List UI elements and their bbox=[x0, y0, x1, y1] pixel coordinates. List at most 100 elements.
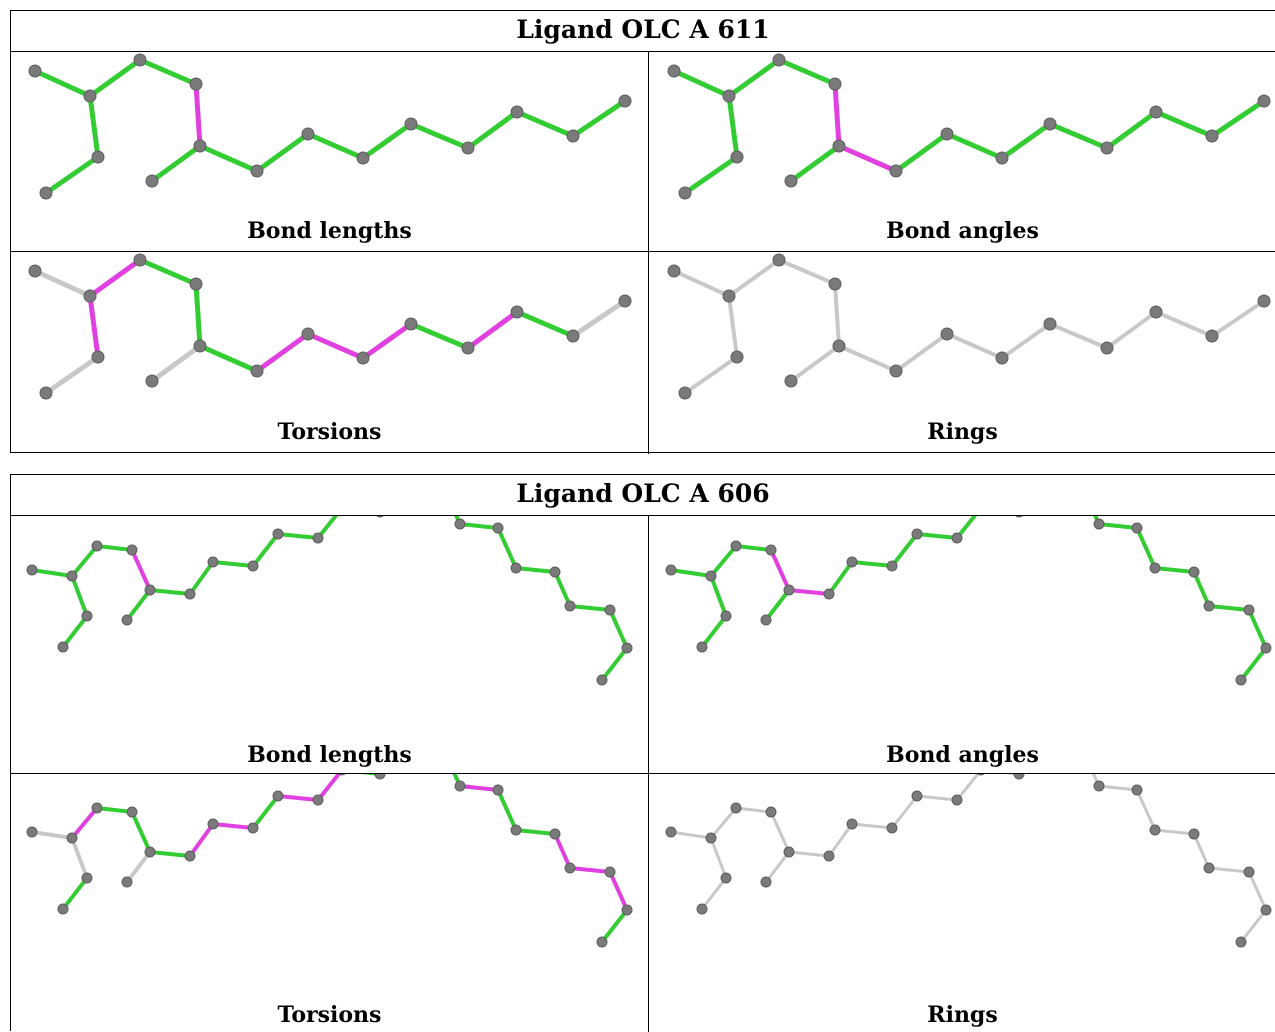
bond-outlier bbox=[70, 806, 99, 840]
bond-neutral bbox=[709, 806, 738, 840]
bond-neutral bbox=[789, 344, 841, 383]
atom bbox=[846, 556, 858, 568]
atom bbox=[26, 564, 38, 576]
atom bbox=[760, 614, 772, 626]
atom bbox=[1100, 141, 1114, 155]
bond-ok bbox=[671, 68, 732, 99]
bond-outlier bbox=[787, 588, 831, 596]
panel-caption: Bond angles bbox=[886, 218, 1039, 244]
column-divider bbox=[648, 515, 649, 1032]
atom bbox=[720, 610, 732, 622]
panel-bond-lengths: Bond lengths bbox=[11, 52, 648, 251]
atom bbox=[1043, 117, 1057, 131]
atom bbox=[549, 828, 561, 840]
atom bbox=[549, 566, 561, 578]
molecule-diagram bbox=[28, 253, 632, 400]
atom bbox=[404, 117, 418, 131]
bond-ok bbox=[251, 794, 280, 830]
bond-ok bbox=[700, 614, 728, 649]
bond-outlier bbox=[188, 822, 215, 858]
atom bbox=[665, 826, 677, 838]
atom bbox=[39, 386, 53, 400]
bond-ok bbox=[30, 568, 74, 578]
atom bbox=[886, 822, 898, 834]
atom bbox=[678, 186, 692, 200]
ligand-block-606: Ligand OLC A 606 Bond lengths Bond angle… bbox=[10, 474, 1275, 1032]
atom bbox=[995, 351, 1009, 365]
bond-neutral bbox=[1000, 322, 1052, 360]
bond-neutral bbox=[149, 343, 203, 384]
atom bbox=[667, 64, 681, 78]
atom bbox=[977, 774, 985, 776]
atom bbox=[783, 846, 795, 858]
bond-ok bbox=[95, 544, 134, 552]
bond-neutral bbox=[709, 836, 728, 880]
atom bbox=[145, 374, 159, 388]
atom bbox=[121, 614, 133, 626]
atom bbox=[1149, 562, 1161, 574]
bond-ok bbox=[454, 516, 462, 526]
bond-ok bbox=[1153, 566, 1196, 574]
atom bbox=[604, 604, 616, 616]
atom bbox=[823, 588, 835, 600]
atom bbox=[1043, 317, 1057, 331]
panel-caption: Rings bbox=[927, 419, 998, 445]
atom bbox=[618, 94, 632, 108]
atom bbox=[492, 522, 504, 534]
molecule-diagram bbox=[665, 516, 1272, 686]
atom bbox=[1188, 566, 1200, 578]
atom bbox=[705, 832, 717, 844]
atom bbox=[207, 556, 219, 568]
bond-outlier bbox=[254, 331, 311, 374]
bond-ok bbox=[125, 588, 152, 622]
panel-bond-angles: Bond angles bbox=[649, 516, 1275, 773]
atom bbox=[722, 89, 736, 103]
bond-neutral bbox=[1105, 310, 1158, 350]
atom bbox=[510, 562, 522, 574]
bond-ok bbox=[197, 143, 260, 174]
bond-ok bbox=[61, 876, 89, 911]
bond-ok bbox=[514, 109, 576, 139]
bond-outlier bbox=[211, 822, 255, 830]
panel-bond-lengths: Bond lengths bbox=[11, 516, 648, 773]
bond-ok bbox=[600, 908, 629, 944]
bond-ok bbox=[776, 57, 838, 87]
atom bbox=[510, 305, 524, 319]
bond-neutral bbox=[915, 794, 959, 802]
bond-neutral bbox=[833, 282, 841, 348]
atom bbox=[765, 544, 777, 556]
bond-ok bbox=[458, 522, 500, 530]
bond-outlier bbox=[608, 870, 629, 912]
bond-ok bbox=[682, 154, 740, 196]
bond-ok bbox=[211, 560, 255, 568]
atom bbox=[126, 806, 138, 818]
bond-ok bbox=[514, 309, 576, 339]
bond-ok bbox=[827, 560, 854, 596]
bond-ok bbox=[1192, 570, 1211, 608]
bond-neutral bbox=[787, 850, 831, 858]
atom bbox=[91, 350, 105, 364]
atom bbox=[510, 105, 524, 119]
bond-ok bbox=[148, 588, 192, 596]
atom bbox=[621, 904, 633, 916]
atom bbox=[1013, 774, 1025, 780]
atom bbox=[301, 327, 315, 341]
atom bbox=[189, 277, 203, 291]
bond-ok bbox=[32, 68, 93, 99]
bond-neutral bbox=[890, 794, 919, 830]
bond-neutral bbox=[32, 268, 93, 299]
bond-ok bbox=[568, 604, 612, 612]
atom bbox=[338, 774, 346, 776]
bond-outlier bbox=[193, 81, 203, 149]
atom bbox=[91, 150, 105, 164]
bond-ok bbox=[669, 568, 713, 578]
atom bbox=[461, 141, 475, 155]
atom bbox=[1100, 341, 1114, 355]
atom bbox=[596, 674, 608, 686]
bond-neutral bbox=[1239, 908, 1268, 944]
panel-caption: Torsions bbox=[277, 1002, 382, 1028]
bond-ok bbox=[137, 57, 199, 87]
atom bbox=[678, 386, 692, 400]
bond-neutral bbox=[727, 258, 781, 298]
atom bbox=[1015, 516, 1023, 518]
